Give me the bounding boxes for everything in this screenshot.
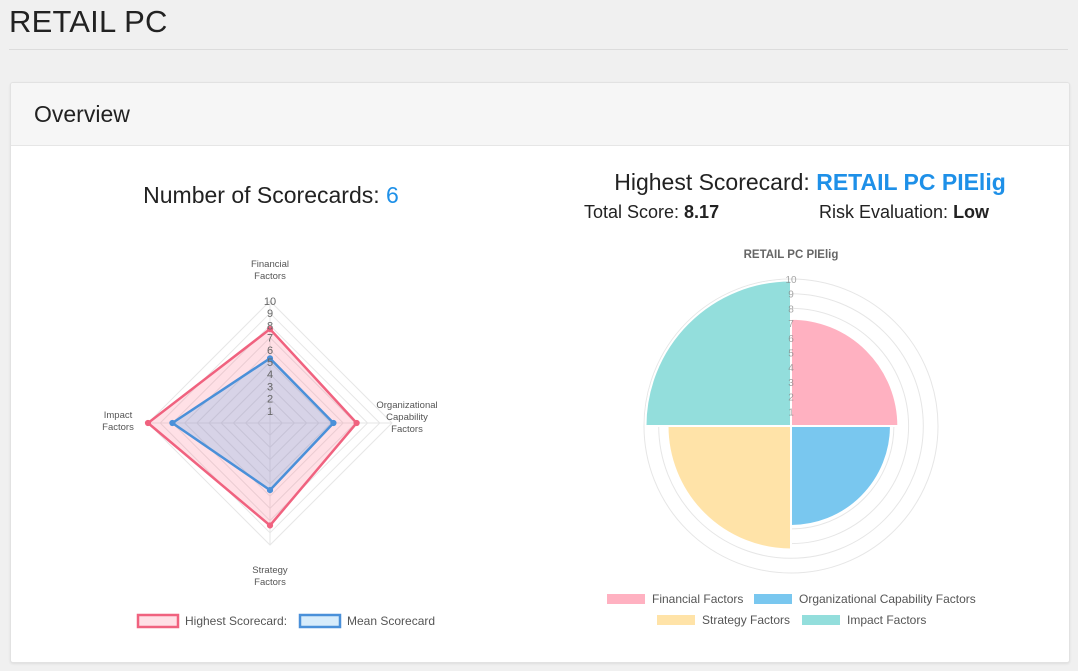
- radar-tick-label: 9: [267, 308, 273, 320]
- radar-legend-swatch: [298, 613, 342, 629]
- radar-tick-label: 3: [267, 381, 273, 393]
- radar-legend-label: Mean Scorecard: [347, 614, 435, 628]
- polar-grid-ring: [687, 322, 895, 530]
- radar-axis-label-line: Capability: [386, 412, 428, 423]
- radar-point: [266, 487, 274, 494]
- total-score: Total Score: 8.17: [584, 202, 719, 223]
- radar-axis-label-line: Factors: [391, 424, 423, 435]
- radar-legend-label: Highest Scorecard:: [185, 614, 287, 628]
- radar-axis-label-line: Strategy: [252, 565, 288, 576]
- polar-legend-swatch: [754, 594, 792, 604]
- highest-scorecard-label: Highest Scorecard:: [614, 169, 817, 195]
- risk-evaluation-value: Low: [953, 202, 990, 222]
- radar-point: [266, 355, 274, 362]
- polar-legend-swatch: [607, 594, 645, 604]
- radar-point: [144, 419, 152, 427]
- polar-legend-swatch: [802, 615, 840, 625]
- total-score-label: Total Score:: [584, 202, 685, 222]
- total-score-value: 8.17: [684, 202, 720, 222]
- polar-tick-label: 4: [788, 363, 794, 374]
- polar-sector: [790, 317, 900, 427]
- polar-grid-ring: [672, 307, 910, 545]
- polar-grid-ring: [761, 396, 821, 456]
- radar-point: [266, 325, 274, 333]
- radar-tick-label: 10: [264, 296, 276, 308]
- radar-point: [169, 419, 176, 427]
- scorecard-count-value: 6: [386, 182, 399, 208]
- polar-grid-ring: [746, 381, 836, 471]
- radar-tick-label: 5: [267, 357, 273, 369]
- radar-axis-label-line: Impact: [104, 410, 133, 421]
- radar-axis-label-line: Factors: [254, 271, 286, 282]
- risk-evaluation-label: Risk Evaluation:: [819, 202, 954, 222]
- highest-scorecard-heading: Highest Scorecard: RETAIL PC PIElig: [551, 169, 1069, 196]
- polar-tick-label: 8: [788, 304, 794, 315]
- risk-evaluation: Risk Evaluation: Low: [819, 202, 989, 223]
- radar-axis-label: Organizational Capability Factors: [376, 400, 437, 435]
- polar-legend-label: Organizational Capability Factors: [799, 592, 976, 606]
- scorecard-count-label: Number of Scorecards:: [143, 182, 387, 208]
- overview-panel-header: Overview: [11, 83, 1069, 146]
- overview-title: Overview: [34, 101, 130, 127]
- polar-sector: [790, 425, 892, 527]
- polar-sector: [644, 279, 792, 427]
- radar-axis-label: Impact Factors: [102, 410, 134, 433]
- polar-grid-ring: [643, 278, 939, 574]
- polar-tick-label: 6: [788, 334, 794, 345]
- polar-tick-label: 2: [788, 393, 794, 404]
- polar-legend-label: Impact Factors: [847, 613, 926, 627]
- radar-axis-label-line: Financial: [251, 259, 289, 270]
- radar-axis-label: Financial Factors: [251, 259, 289, 282]
- polar-grid-ring: [775, 410, 807, 442]
- polar-tick-label: 10: [785, 275, 797, 286]
- polar-tick-label: 3: [788, 378, 794, 389]
- radar-tick-label: 2: [267, 394, 273, 406]
- polar-sector: [666, 425, 792, 551]
- polar-tick-label: 5: [788, 349, 794, 360]
- polar-tick-label: 7: [788, 319, 794, 330]
- polar-grid-ring: [717, 352, 865, 500]
- radar-legend-swatch: [136, 613, 180, 629]
- polar-tick-label: 1: [788, 407, 794, 418]
- radar-tick-label: 7: [267, 333, 273, 345]
- polar-legend-label: Strategy Factors: [702, 613, 790, 627]
- scorecard-count-heading: Number of Scorecards: 6: [11, 182, 531, 209]
- radar-tick-label: 4: [267, 369, 273, 381]
- page-title: RETAIL PC: [9, 4, 168, 39]
- radar-tick-label: 1: [267, 406, 273, 418]
- radar-tick-label: 8: [267, 320, 273, 332]
- polar-legend-label: Financial Factors: [652, 592, 743, 606]
- polar-chart-title: RETAIL PC PIElig: [744, 249, 839, 261]
- polar-grid-ring: [731, 366, 851, 486]
- radar-point: [353, 419, 360, 427]
- overview-panel: Overview Number of Scorecards: 6 Highest…: [10, 82, 1070, 663]
- radar-axis-label-line: Factors: [102, 422, 134, 433]
- polar-legend-swatch: [657, 615, 695, 625]
- polar-grid-ring: [702, 337, 880, 515]
- radar-tick-label: 6: [267, 345, 273, 357]
- radar-point: [266, 522, 274, 529]
- radar-axis-label-line: Organizational: [376, 400, 437, 411]
- radar-point: [330, 419, 337, 427]
- polar-tick-label: 9: [788, 290, 794, 301]
- highest-scorecard-link[interactable]: RETAIL PC PIElig: [816, 169, 1006, 195]
- radar-axis-label-line: Factors: [254, 577, 286, 588]
- title-divider: [9, 49, 1068, 50]
- polar-grid-ring: [658, 293, 924, 559]
- radar-axis-label: Strategy Factors: [252, 565, 288, 588]
